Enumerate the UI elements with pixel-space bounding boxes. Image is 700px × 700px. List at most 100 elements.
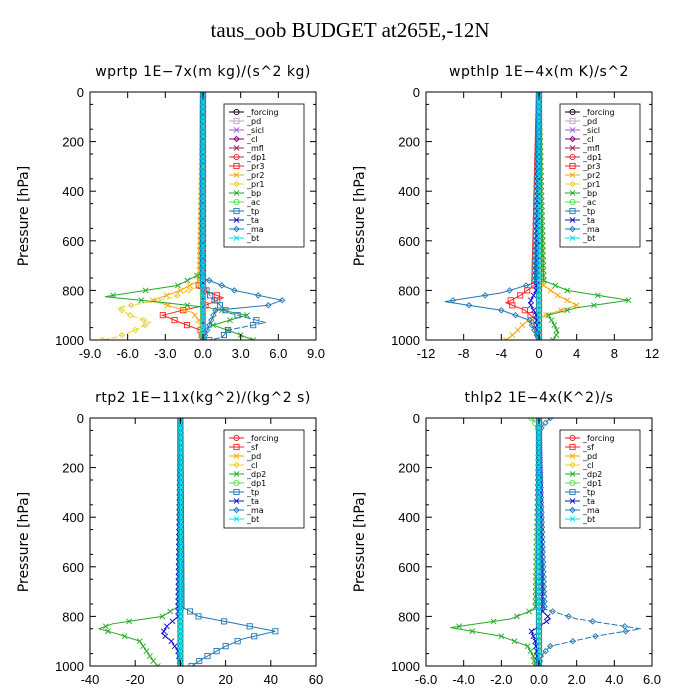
- data-point: [177, 663, 184, 666]
- x-tick-label: 8: [611, 346, 618, 361]
- data-point: [220, 331, 227, 339]
- series-group: [97, 418, 279, 666]
- x-tick-label: 0.0: [194, 346, 212, 361]
- data-point: [195, 613, 202, 620]
- data-point: [234, 312, 241, 319]
- data-point: [184, 322, 191, 329]
- data-point: [177, 454, 184, 461]
- legend-marker: [569, 461, 576, 469]
- data-point: [536, 108, 542, 115]
- data-point: [177, 449, 184, 456]
- legend-label: _dp1: [246, 153, 266, 162]
- data-point: [177, 613, 184, 620]
- data-point: [234, 638, 241, 645]
- x-tick-label: 4.0: [605, 672, 623, 687]
- data-point: [163, 292, 170, 299]
- x-tick-label: 4: [573, 346, 580, 361]
- data-point: [622, 628, 629, 635]
- data-point: [177, 534, 184, 540]
- legend-marker: [569, 207, 576, 215]
- data-point: [177, 568, 184, 575]
- data-point: [550, 337, 557, 340]
- data-point: [536, 449, 542, 456]
- data-point: [536, 178, 542, 185]
- data-point: [543, 312, 549, 319]
- data-point: [512, 311, 519, 319]
- x-tick-label: -2.0: [490, 672, 512, 687]
- x-tick-label: -20: [126, 672, 145, 687]
- data-point: [200, 257, 206, 264]
- x-tick-label: -12: [417, 346, 436, 361]
- series-markers: [536, 92, 542, 340]
- data-point: [105, 628, 111, 635]
- y-tick-label: 800: [398, 609, 420, 624]
- legend-marker: [569, 488, 576, 496]
- data-point: [536, 429, 542, 436]
- data-point: [200, 272, 206, 279]
- data-point: [177, 583, 184, 590]
- data-point: [536, 623, 542, 630]
- data-point: [177, 633, 184, 640]
- legend-marker: [233, 198, 240, 206]
- plot-frame: [89, 417, 317, 667]
- data-point: [177, 643, 184, 650]
- data-point: [456, 623, 463, 630]
- data-point: [200, 213, 206, 219]
- legend-marker: [233, 488, 240, 496]
- data-point: [177, 469, 184, 476]
- legend-marker: [569, 217, 576, 223]
- data-point: [200, 208, 206, 214]
- data-point: [177, 529, 184, 535]
- data-point: [200, 123, 206, 130]
- legend-label: _dp2: [246, 470, 266, 479]
- data-point: [200, 223, 206, 229]
- data-point: [547, 642, 554, 650]
- legend-marker: [233, 217, 240, 223]
- data-point: [177, 519, 184, 526]
- data-point: [212, 307, 219, 314]
- data-point: [536, 529, 542, 535]
- data-point: [177, 588, 184, 595]
- series-group: [444, 92, 632, 340]
- data-point: [536, 183, 542, 190]
- data-point: [121, 633, 128, 640]
- data-point: [521, 307, 528, 314]
- y-tick-label: 0: [77, 85, 84, 100]
- data-point: [246, 623, 253, 630]
- data-point: [142, 321, 149, 329]
- y-tick-label: 1000: [55, 333, 84, 348]
- data-point: [177, 593, 184, 600]
- data-point: [177, 425, 184, 431]
- data-point: [536, 223, 542, 229]
- data-point: [200, 188, 206, 195]
- data-point: [536, 237, 542, 244]
- data-point: [621, 623, 628, 630]
- legend-label: _bt: [246, 515, 259, 524]
- data-point: [536, 252, 542, 259]
- data-point: [200, 292, 206, 299]
- legend-marker: [569, 516, 576, 522]
- data-point: [536, 123, 542, 130]
- legend-marker: [569, 190, 576, 196]
- data-point: [177, 509, 184, 516]
- legend-marker: [233, 127, 240, 133]
- data-point: [536, 232, 542, 239]
- data-point: [188, 662, 195, 666]
- legend-marker: [233, 145, 240, 151]
- legend-marker: [569, 235, 576, 241]
- legend-label: _bp: [582, 189, 597, 198]
- data-point: [528, 321, 536, 329]
- data-point: [200, 282, 206, 289]
- data-point: [536, 499, 542, 506]
- data-point: [200, 108, 206, 115]
- data-point: [592, 633, 599, 640]
- data-point: [527, 302, 534, 309]
- legend-label: _sicl: [246, 126, 264, 135]
- data-point: [177, 578, 184, 585]
- data-point: [532, 419, 539, 427]
- data-point: [536, 648, 542, 655]
- data-point: [200, 148, 206, 155]
- legend-marker: [569, 498, 576, 504]
- data-point: [126, 618, 133, 625]
- y-tick-label: 1000: [391, 659, 420, 674]
